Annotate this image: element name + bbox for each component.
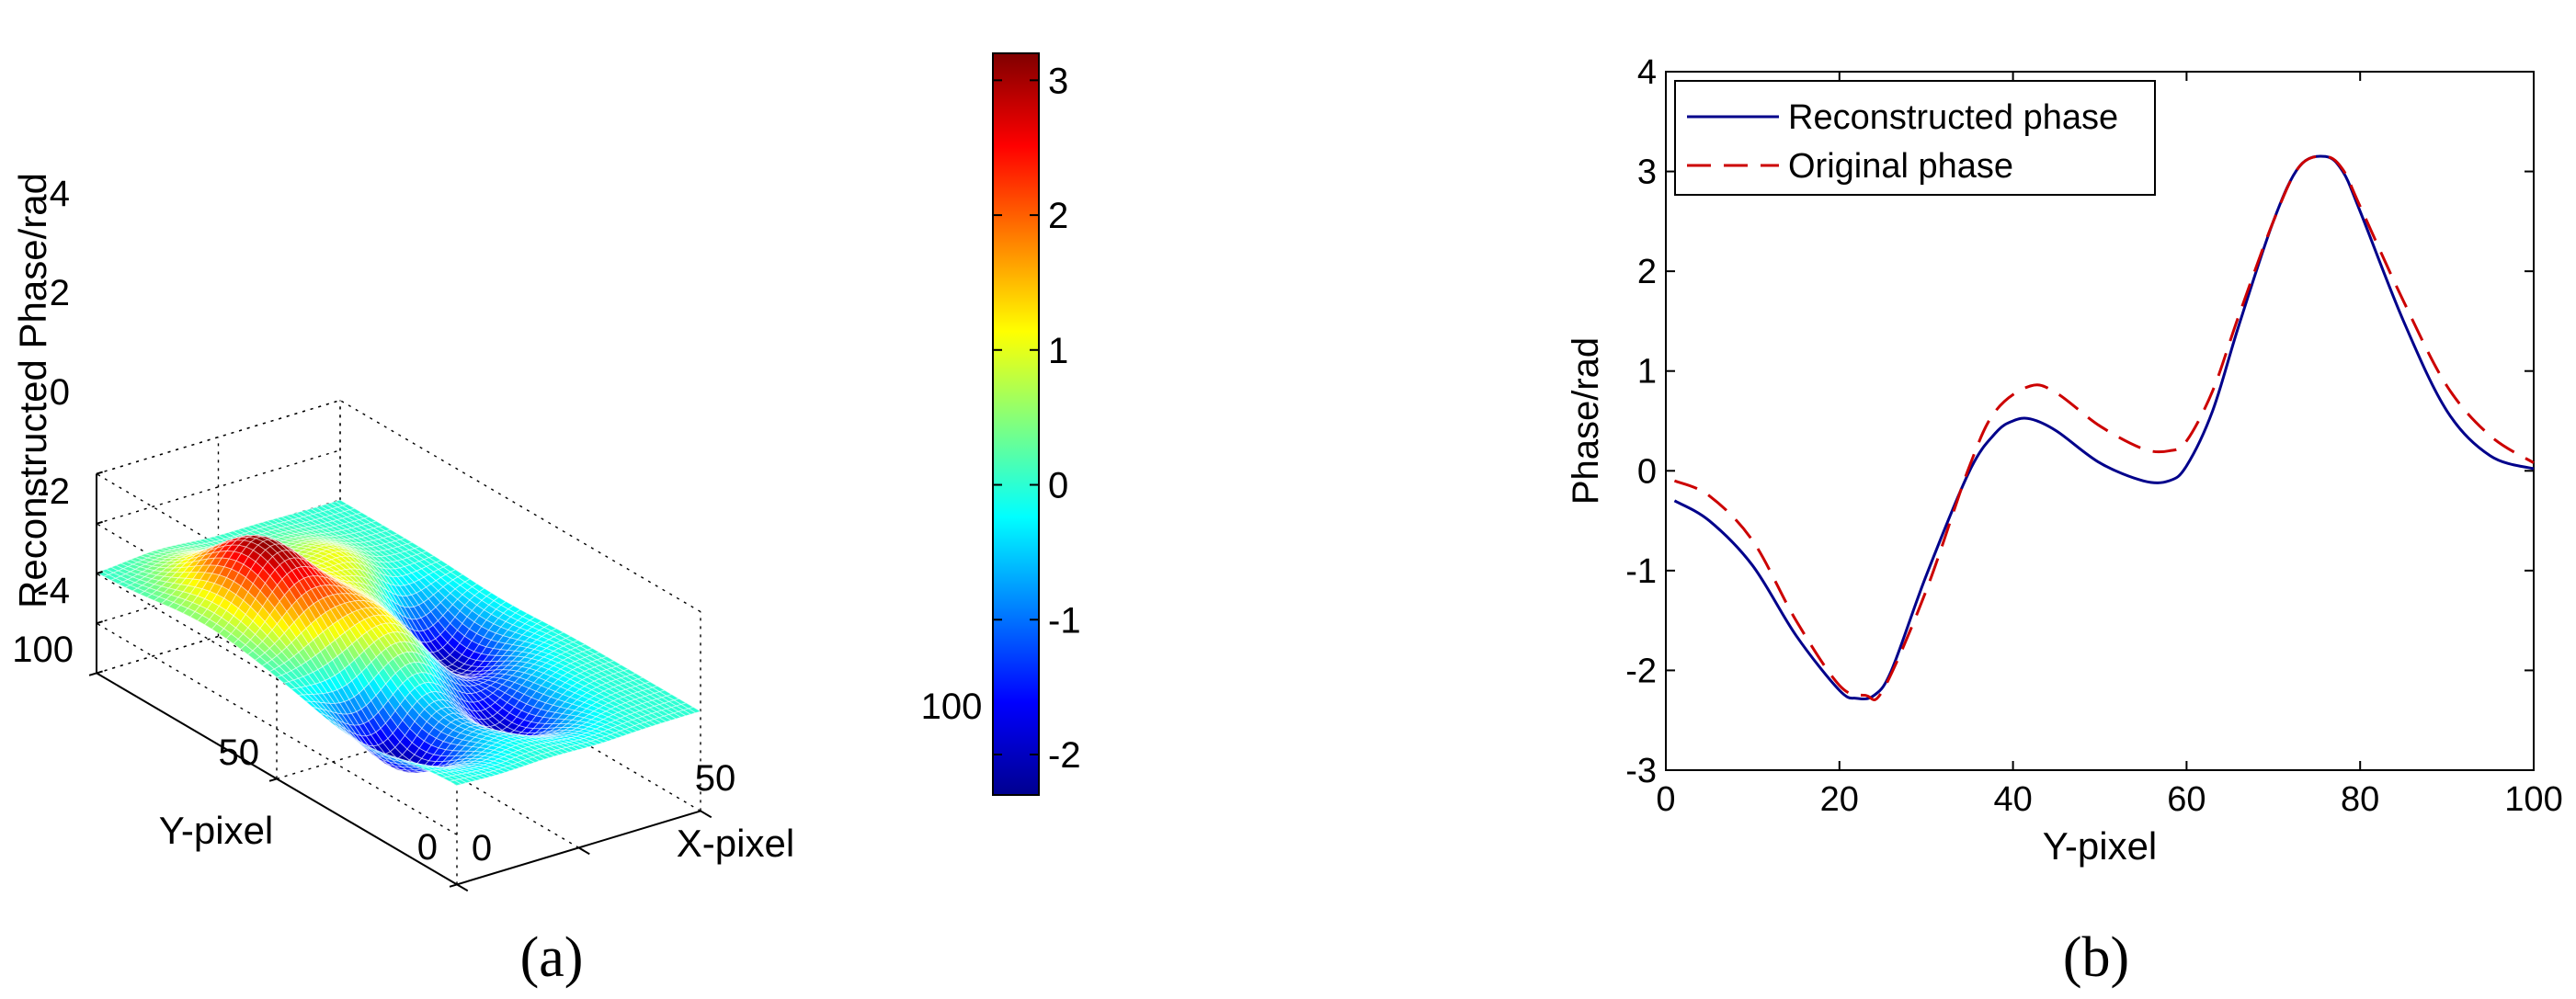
surface-mesh: [95, 499, 702, 787]
y-tick-label: -3: [1625, 752, 1657, 790]
x-axis-label: Y-pixel: [2043, 824, 2158, 868]
y-tick-label: 0: [1637, 452, 1657, 491]
y-tick-label: 50: [219, 732, 260, 773]
caption-a: (a): [520, 926, 584, 989]
y-tick: [88, 672, 97, 676]
legend-label-original: Original phase: [1788, 147, 2013, 186]
y-tick-label: 3: [1637, 153, 1657, 192]
x-tick-label: 0: [472, 828, 492, 868]
grid-line: [339, 399, 701, 613]
x-tick-label: 80: [2341, 780, 2379, 819]
colorbar-tick-label: 3: [1048, 61, 1068, 101]
colorbar: -2 -1 0 1 2 3: [992, 52, 1081, 796]
legend: Reconstructed phase Original phase: [1674, 80, 2156, 196]
grid-line: [96, 399, 341, 475]
series-line-original: [1673, 154, 2535, 701]
z-tick-label: -2: [37, 471, 70, 512]
grid-line: [276, 704, 521, 780]
x-tick: [700, 810, 712, 819]
y-tick-label: 4: [1637, 53, 1657, 92]
x-tick-label: 40: [1993, 780, 2032, 819]
surface-cell: [687, 706, 702, 714]
x-tick: [577, 846, 590, 856]
y-tick-label: 2: [1637, 253, 1657, 291]
z-tick: [96, 620, 103, 625]
x-tick-label: 60: [2167, 780, 2206, 819]
z-tick-label: 0: [50, 372, 70, 413]
x-tick-label: 100: [2504, 780, 2562, 819]
y-tick: [449, 883, 458, 888]
z-tick: [96, 670, 103, 675]
colorbar-tick-label: 2: [1048, 196, 1068, 236]
y-tick-label: 1: [1637, 353, 1657, 392]
colorbar-tick-label: -2: [1048, 735, 1081, 776]
y-tick-label: 0: [417, 827, 438, 868]
x-tick-label: 0: [1656, 780, 1675, 819]
z-tick-labels: 4 2 0 -2 -4: [37, 174, 70, 611]
x-tick-labels: 0 50 100: [472, 687, 983, 868]
z-tick: [96, 520, 103, 525]
z-axis-label: Reconstructed Phase/rad: [11, 173, 54, 608]
x-tick-label: 20: [1820, 780, 1859, 819]
x-tick-label: 50: [695, 758, 736, 799]
colorbar-tick-label: 0: [1048, 466, 1068, 506]
legend-box: [1674, 80, 2156, 196]
colorbar-tick-label: -1: [1048, 600, 1081, 641]
grid-line: [96, 549, 341, 624]
colorbar-gradient: [992, 52, 1040, 796]
y-tick-label: 100: [12, 630, 74, 670]
z-tick: [96, 571, 103, 574]
z-tick-label: 4: [50, 174, 70, 214]
grid-line: [96, 598, 341, 675]
y-axis-label: Phase/rad: [1566, 337, 1606, 505]
y-tick-label: -2: [1625, 652, 1657, 690]
grid-line: [96, 449, 341, 525]
panel-b-line-plot: 0 20 40 60 80 100 -3 -2 -1 0 1 2 3 4 Y-pixel Phase/ra…: [1566, 53, 2563, 989]
z-tick-label: -4: [37, 571, 70, 611]
x-tick-label: 100: [921, 687, 983, 727]
y-tick-labels: 100 50 0: [12, 630, 438, 868]
y-tick-label: -1: [1625, 552, 1657, 591]
series-lines: [1673, 154, 2535, 701]
colorbar-ticks: -2 -1 0 1 2 3: [993, 61, 1081, 776]
y-axis-label: Y-pixel: [159, 809, 274, 852]
axis-ticks: 0 20 40 60 80 100 -3 -2 -1 0 1 2 3 4: [1625, 53, 2563, 819]
caption-b: (b): [2063, 926, 2129, 989]
x-axis-label: X-pixel: [677, 822, 794, 865]
y-tick: [268, 778, 278, 782]
x-tick: [456, 883, 469, 892]
panel-a-surface-plot: 4 2 0 -2 -4 Reconstructed Phase/rad 100 …: [11, 52, 1081, 989]
axes-3d: [88, 471, 712, 892]
z-tick-label: 2: [50, 273, 70, 313]
colorbar-tick-label: 1: [1048, 331, 1068, 371]
legend-label-reconstructed: Reconstructed phase: [1788, 98, 2118, 137]
z-tick: [96, 471, 103, 475]
